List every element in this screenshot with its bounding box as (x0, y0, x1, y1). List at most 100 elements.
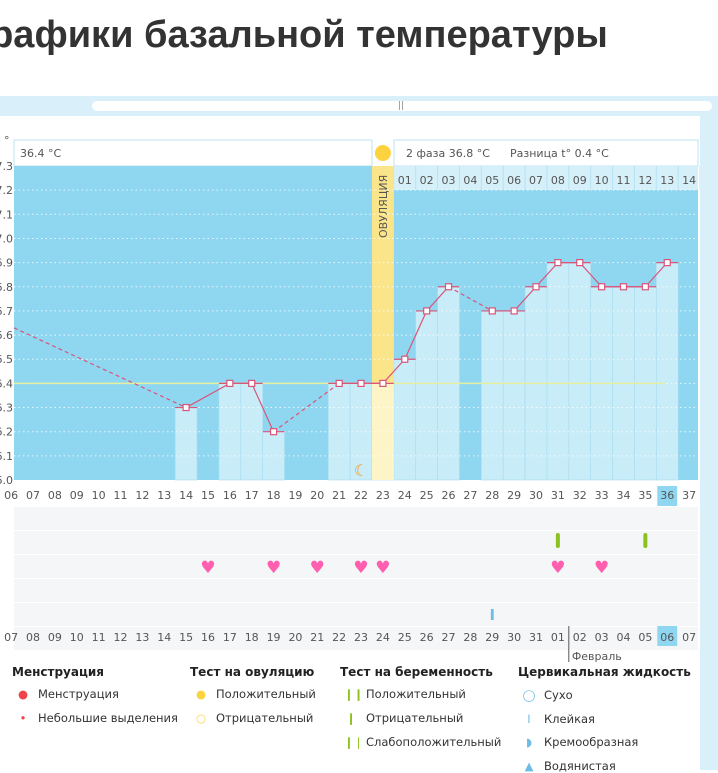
temp-bar (481, 310, 504, 481)
cycle-day-label: 12 (135, 489, 149, 502)
date-label: 15 (179, 631, 193, 644)
phase2-day-row (393, 166, 698, 190)
legend-heading: Менструация (12, 665, 104, 679)
cycle-day-label: 30 (529, 489, 543, 502)
date-label: 21 (310, 631, 324, 644)
y-tick-label: 36.4 (0, 377, 13, 390)
y-tick-label: 36.0 (0, 474, 13, 487)
cycle-day-label: 08 (48, 489, 62, 502)
temp-line-segment (13, 327, 187, 409)
marker-row (14, 603, 698, 626)
marker-row (14, 555, 698, 578)
cycle-day-label: 34 (616, 489, 630, 502)
phase2-day-label: 12 (638, 174, 652, 187)
legend-item-label: Водянистая (544, 758, 616, 773)
legend-item-label: Положительный (366, 687, 466, 701)
cycle-day-label: 29 (507, 489, 521, 502)
cycle-day-label: 10 (92, 489, 106, 502)
date-label: 31 (529, 631, 543, 644)
scrollbar-track[interactable] (92, 101, 712, 111)
marker-row (14, 531, 698, 554)
legend-heading: Тест на беременность (340, 665, 493, 679)
month-label: Февраль (572, 650, 622, 663)
cycle-day-label: 21 (332, 489, 346, 502)
date-label: 13 (135, 631, 149, 644)
marker-row (14, 627, 698, 650)
date-label: 24 (376, 631, 390, 644)
legend-item: I Клейкая (522, 712, 595, 726)
panel-border (700, 116, 718, 770)
date-label: 29 (485, 631, 499, 644)
y-tick-label: 36.3 (0, 402, 13, 415)
legend-item: ▲ Водянистая (522, 759, 616, 773)
y-tick-label: 37.2 (0, 184, 13, 197)
phase2-day-label: 05 (485, 174, 499, 187)
legend-item-label: Слабоположительный (366, 735, 502, 749)
phase2-day-label: 08 (551, 174, 565, 187)
temp-point (598, 283, 606, 291)
heart-icon: ♥ (353, 558, 368, 578)
heart-icon: ♥ (266, 558, 281, 578)
phase2-day-label: 06 (507, 174, 521, 187)
temp-line-segment (579, 262, 603, 288)
date-label: 22 (332, 631, 346, 644)
scrollbar-grip-icon[interactable]: || (398, 101, 405, 111)
date-label: 09 (48, 631, 62, 644)
cycle-day-label: 06 (4, 489, 18, 502)
cycle-day-label: 07 (26, 489, 40, 502)
date-label: 10 (70, 631, 84, 644)
cervical-sticky-icon: I (527, 711, 531, 726)
phase2-day-label: 04 (463, 174, 477, 187)
date-label: 08 (26, 631, 40, 644)
degree-label: ° (4, 134, 10, 147)
temp-point (510, 307, 518, 315)
date-label: 01 (551, 631, 565, 644)
date-label: 11 (92, 631, 106, 644)
cycle-day-label: 17 (245, 489, 259, 502)
date-label: 07 (4, 631, 18, 644)
date-label: 12 (113, 631, 127, 644)
y-tick-label: 36.1 (0, 450, 13, 463)
legend-item-label: Клейкая (544, 711, 595, 726)
legend-item: ❙ Отрицательный (344, 711, 463, 725)
temp-line-segment (251, 383, 275, 432)
y-tick-label: 37.0 (0, 232, 13, 245)
legend-heading: Цервикальная жидкость (518, 665, 691, 679)
cycle-day-label: 11 (113, 489, 127, 502)
cycle-day-label: 23 (376, 489, 390, 502)
cervical-sticky-icon: I (489, 606, 495, 624)
cycle-day-label: 13 (157, 489, 171, 502)
date-label: 07 (682, 631, 696, 644)
temp-point (532, 283, 540, 291)
pregnancy-negative-icon: ❙ (346, 711, 356, 725)
temp-bar (546, 262, 570, 481)
temp-point (663, 259, 671, 267)
ovulation-negative-icon: ○ (195, 711, 207, 725)
y-tick-label: 36.6 (0, 329, 13, 342)
legend-item-label: Кремообразная (544, 735, 639, 749)
phase2-label: 2 фаза 36.8 °C (406, 147, 490, 160)
temp-line-segment (535, 262, 559, 288)
legend-item-label: Менструация (38, 687, 119, 701)
phase2-day-label: 10 (595, 174, 609, 187)
heart-icon: ♥ (200, 558, 215, 578)
date-label: 30 (507, 631, 521, 644)
temp-line-segment (448, 286, 493, 312)
temp-line-segment (513, 286, 537, 312)
temp-bar (174, 407, 198, 481)
cycle-day-label: 31 (551, 489, 565, 502)
phase2-day-label: 01 (398, 174, 412, 187)
temp-bar (502, 310, 526, 481)
y-tick-label: 36.7 (0, 305, 13, 318)
phase2-day-label: 09 (573, 174, 587, 187)
ovulation-test-positive-icon (374, 145, 391, 161)
date-label: 05 (638, 631, 652, 644)
y-tick-label: 37.1 (0, 208, 13, 221)
cervical-creamy-icon: ◗ (525, 735, 533, 749)
current-day-highlight (657, 486, 678, 506)
legend-item-label: Отрицательный (216, 711, 314, 725)
date-label: 06 (660, 631, 674, 644)
heart-icon: ♥ (375, 558, 390, 578)
legend-item: ❙❙ Положительный (344, 687, 466, 701)
temp-point (335, 379, 343, 387)
